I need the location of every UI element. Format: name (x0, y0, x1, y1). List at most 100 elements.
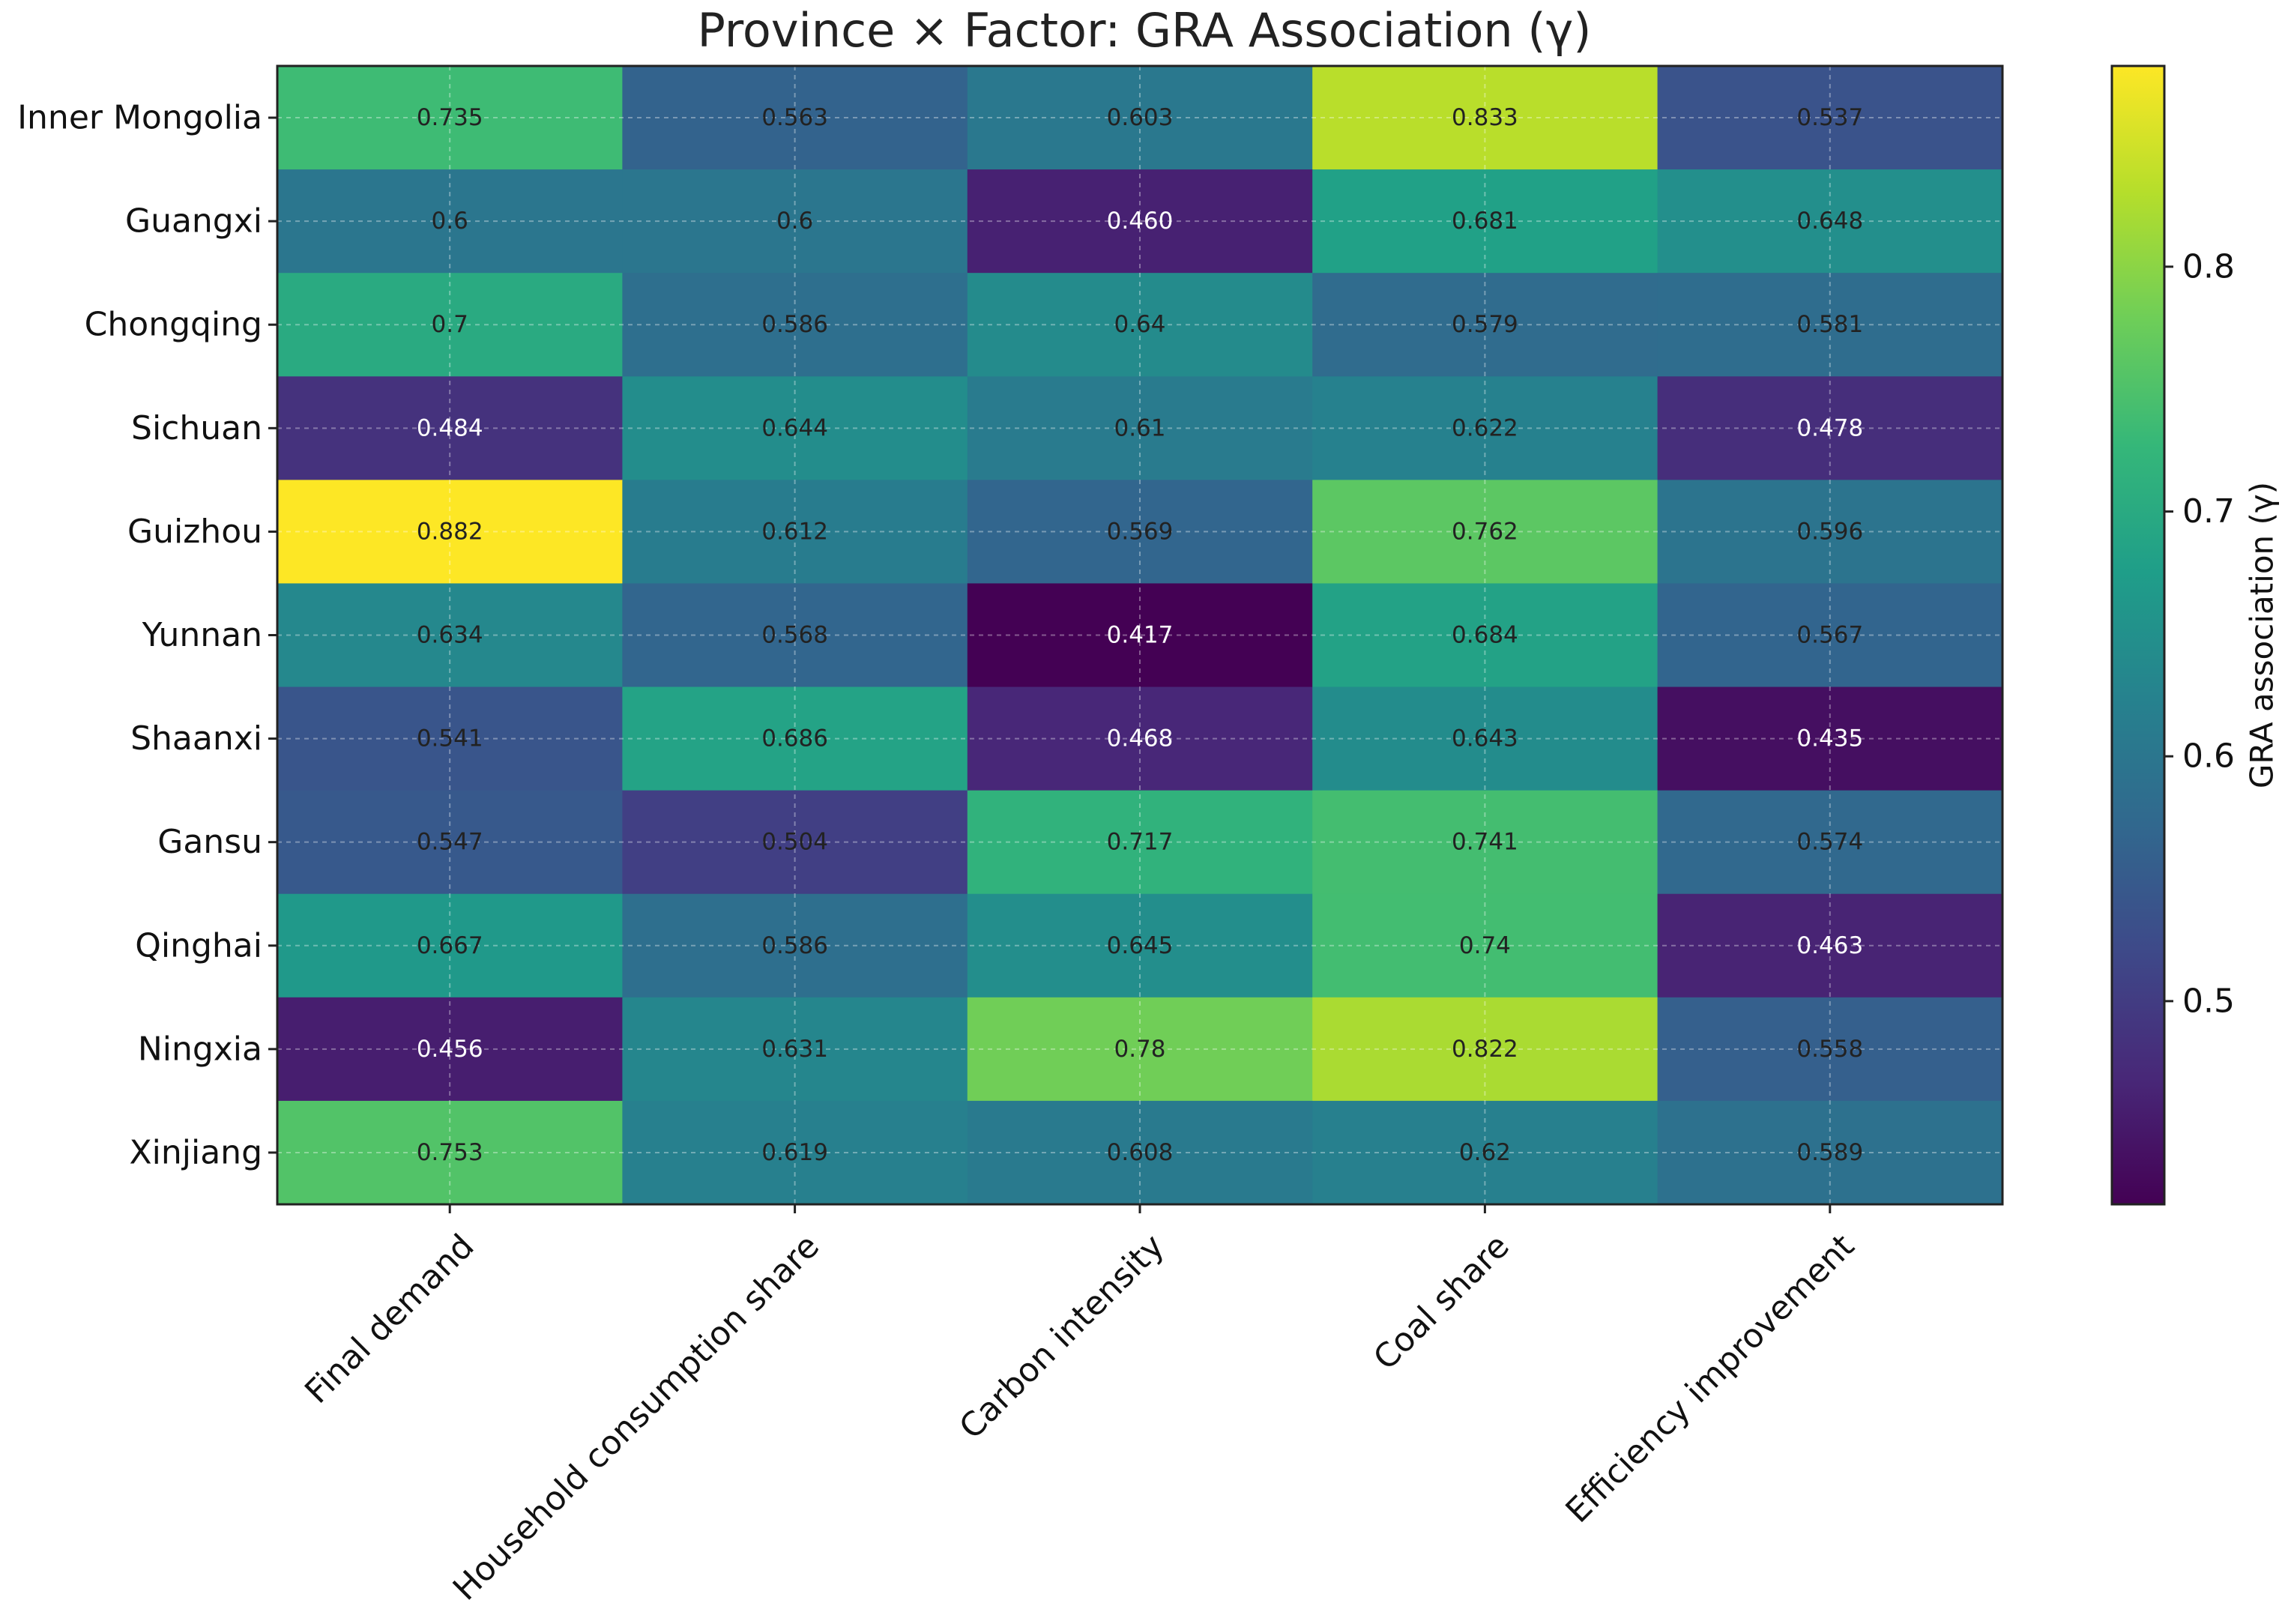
column-label: Final demand (298, 1227, 481, 1410)
cell-value-label: 0.619 (761, 1139, 828, 1166)
heatmap-cell (967, 273, 1313, 377)
cell-value-label: 0.603 (1107, 104, 1174, 131)
cell-value-label: 0.478 (1796, 414, 1863, 441)
heatmap-cell-values: 0.735 0.563 0.603 0.833 0.537 0.6 0.6 0.460 0.68… (417, 104, 1863, 1166)
heatmap-cell (277, 997, 623, 1102)
cell-value-label: 0.645 (1107, 932, 1174, 959)
heatmap-cell (1312, 893, 1658, 998)
cell-value-label: 0.612 (761, 518, 828, 545)
heatmap-cell (1657, 583, 2003, 688)
heatmap-cell (1312, 997, 1658, 1102)
heatmap-cell (622, 686, 968, 791)
heatmap-cell (1657, 66, 2003, 170)
heatmap-cell (622, 893, 968, 998)
heatmap-cell (967, 376, 1313, 480)
heatmap-cell (967, 997, 1313, 1102)
heatmap-cell (967, 1100, 1313, 1205)
cell-value-label: 0.681 (1452, 208, 1518, 235)
heatmap-cell (1312, 480, 1658, 584)
heatmap-cell (1312, 169, 1658, 274)
heatmap-axes (268, 64, 2004, 1213)
heatmap-cell (1657, 169, 2003, 274)
heatmap-cell (277, 273, 623, 377)
cell-value-label: 0.717 (1107, 829, 1174, 856)
row-label: Xinjiang (130, 1133, 262, 1171)
heatmap-cell (277, 686, 623, 791)
cell-value-label: 0.608 (1107, 1139, 1174, 1166)
cell-value-label: 0.684 (1452, 622, 1518, 649)
cell-value-label: 0.589 (1796, 1139, 1863, 1166)
heatmap-cell (1657, 480, 2003, 584)
cell-value-label: 0.78 (1114, 1036, 1165, 1063)
colorbar-tick-label: 0.8 (2182, 247, 2235, 286)
cell-value-label: 0.833 (1452, 104, 1518, 131)
colorbar: 0.5 0.6 0.7 0.8 GRA association (γ) (2110, 64, 2281, 1206)
cell-value-label: 0.741 (1452, 829, 1518, 856)
heatmap-cell (277, 583, 623, 688)
cell-value-label: 0.579 (1452, 311, 1518, 338)
cell-value-label: 0.484 (417, 414, 483, 441)
heatmap-cell (967, 686, 1313, 791)
cell-value-label: 0.6 (432, 208, 468, 235)
cell-value-label: 0.468 (1107, 725, 1174, 752)
cell-value-label: 0.460 (1107, 208, 1174, 235)
cell-value-label: 0.574 (1796, 829, 1863, 856)
cell-value-label: 0.622 (1452, 414, 1518, 441)
colorbar-tick-label: 0.5 (2182, 982, 2235, 1020)
heatmap-cell (622, 376, 968, 480)
heatmap-cell (1657, 997, 2003, 1102)
row-label: Ningxia (138, 1030, 262, 1068)
cell-value-label: 0.569 (1107, 518, 1174, 545)
heatmap-cell (1312, 583, 1658, 688)
cell-value-label: 0.567 (1796, 622, 1863, 649)
cell-value-label: 0.667 (417, 932, 483, 959)
cell-value-label: 0.882 (417, 518, 483, 545)
row-labels: Inner Mongolia Guangxi Chongqing Sichuan Gui… (17, 99, 262, 1172)
cell-value-label: 0.62 (1459, 1139, 1511, 1166)
heatmap-cell (622, 273, 968, 377)
cell-value-label: 0.61 (1114, 414, 1165, 441)
heatmap-cell (622, 66, 968, 170)
heatmap-cell (967, 583, 1313, 688)
colorbar-gradient (2110, 64, 2166, 1206)
cell-value-label: 0.537 (1796, 104, 1863, 131)
row-label: Gansu (157, 823, 262, 861)
heatmap-cell (1657, 893, 2003, 998)
row-label: Guangxi (125, 202, 262, 241)
heatmap-cell (967, 893, 1313, 998)
heatmap-grid (277, 66, 2002, 1204)
colorbar-label: GRA association (γ) (2244, 482, 2281, 788)
cell-value-label: 0.648 (1796, 208, 1863, 235)
cell-value-label: 0.634 (417, 622, 483, 649)
cell-value-label: 0.644 (761, 414, 828, 441)
cell-value-label: 0.456 (417, 1036, 483, 1063)
heatmap-cell (277, 376, 623, 480)
column-label: Efficiency improvement (1559, 1227, 1862, 1530)
cell-value-label: 0.417 (1107, 622, 1174, 649)
colorbar-tick-label: 0.7 (2182, 492, 2235, 531)
heatmap-cell (967, 790, 1313, 895)
cell-value-label: 0.504 (761, 829, 828, 856)
cell-value-label: 0.586 (761, 932, 828, 959)
cell-value-label: 0.435 (1796, 725, 1863, 752)
cell-value-label: 0.762 (1452, 518, 1518, 545)
heatmap-cell (967, 480, 1313, 584)
heatmap-cell (1312, 66, 1658, 170)
cell-value-label: 0.643 (1452, 725, 1518, 752)
row-label: Chongqing (85, 306, 262, 344)
heatmap-cell (277, 66, 623, 170)
heatmap-cell (277, 169, 623, 274)
cell-value-label: 0.7 (432, 311, 468, 338)
cell-value-label: 0.822 (1452, 1036, 1518, 1063)
cell-value-label: 0.547 (417, 829, 483, 856)
cell-value-label: 0.686 (761, 725, 828, 752)
cell-value-label: 0.541 (417, 725, 483, 752)
column-label: Coal share (1366, 1227, 1517, 1377)
heatmap-cell (277, 480, 623, 584)
heatmap-cell (622, 169, 968, 274)
heatmap-cell (277, 1100, 623, 1205)
cell-value-label: 0.563 (761, 104, 828, 131)
cell-value-label: 0.6 (776, 208, 813, 235)
heatmap-cell (1657, 376, 2003, 480)
heatmap-cell (967, 169, 1313, 274)
